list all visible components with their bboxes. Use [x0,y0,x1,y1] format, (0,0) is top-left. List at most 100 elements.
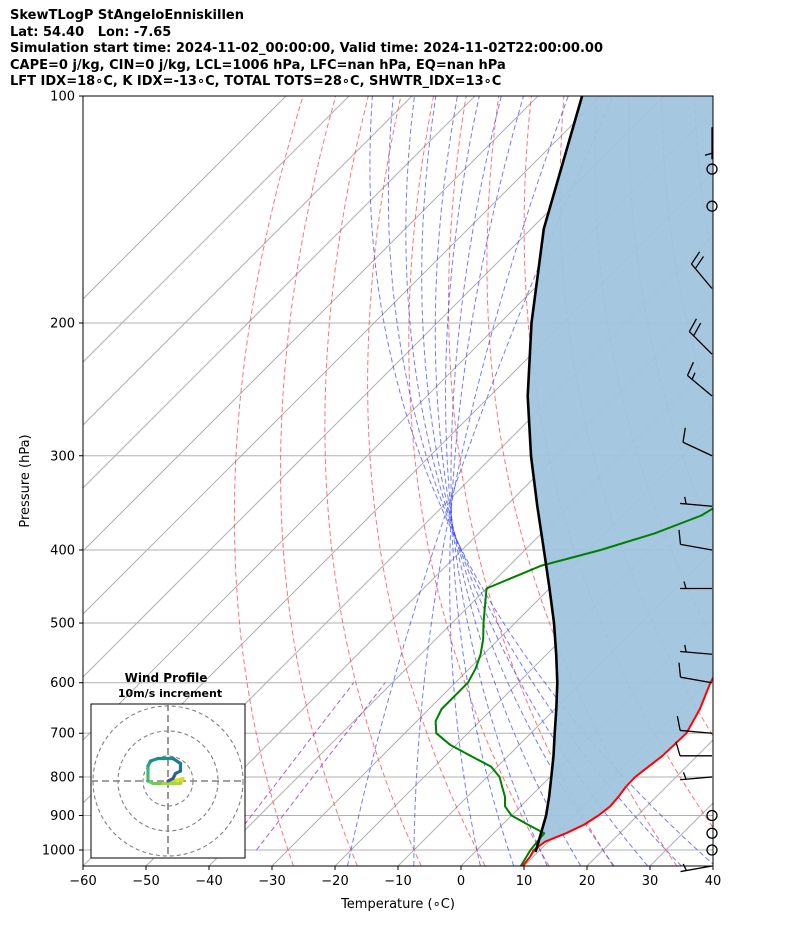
calm-wind-marker [706,827,718,839]
wind-barb-halfflag [684,644,687,653]
y-tick-label: 100 [50,90,75,105]
calm-wind-marker [706,200,718,212]
wind-barb [680,644,713,655]
moist-adiabat [413,96,569,866]
wind-barb-halfflag [683,581,687,589]
x-tick-label: −20 [321,874,348,889]
wind-barb-flag [678,529,682,545]
wind-barb-flag [693,322,702,337]
hodograph-inset: Wind Profile 10m/s increment [90,671,246,859]
calm-wind-marker [706,809,718,822]
y-tick-label: 200 [50,316,75,331]
x-tick-label: 20 [579,874,596,889]
moist-adiabat [444,96,548,866]
x-tick-label: 0 [457,874,465,889]
wind-barb-halfflag [684,496,687,505]
wind-barb [688,318,713,355]
x-tick-label: −30 [258,874,285,889]
x-tick-label: −40 [195,874,222,889]
y-tick-label: 1000 [42,844,75,859]
wind-barb-staff [680,676,713,684]
x-axis-label: Temperature (∘C) [340,897,455,912]
parcel-line [526,96,584,853]
x-tick-label: −50 [132,874,159,889]
wind-barb-halfflag [691,372,696,380]
dewpoint-line [434,507,713,866]
data-layer [434,96,713,866]
cape-line: CAPE=0 j/kg, CIN=0 j/kg, LCL=1006 hPa, L… [10,57,506,73]
chart-header: SkewTLogP StAngeloEnniskillen Lat: 54.40… [10,8,603,91]
y-tick-label: 900 [50,809,75,824]
isotherm-gridline [83,96,413,426]
isotherm-gridline [83,96,350,363]
calm-wind-marker [706,844,718,856]
wind-barb-staff [680,543,713,551]
hodograph-title: Wind Profile [125,671,208,685]
isotherm-gridline [776,96,794,866]
x-tick-label: 40 [705,874,722,889]
x-tick-label: −60 [69,874,96,889]
moist-adiabat [387,96,682,866]
wind-barb [680,863,713,873]
x-tick-label: 30 [642,874,659,889]
isotherm-gridline [83,96,287,300]
wind-barb-halfflag [682,863,687,871]
dry-adiabat [280,96,358,866]
x-tick-label: 10 [516,874,533,889]
wind-barb-staff [682,441,713,457]
temperature-line [521,676,713,866]
wind-barb [690,251,713,289]
y-tick-label: 700 [50,727,75,742]
y-axis-label: Pressure (hPa) [18,434,33,527]
x-tick-label: −10 [384,874,411,889]
moist-adiabat [434,96,582,866]
location-line: Lat: 54.40 Lon: -7.65 [10,24,172,40]
wind-barb-flag [690,251,701,265]
moist-adiabat [347,96,614,866]
wind-barb-layer [675,127,718,873]
y-tick-label: 400 [50,543,75,558]
wind-barb [675,741,712,757]
wind-barb [680,496,713,507]
wind-barb-staff [680,729,713,734]
wind-barb-flag [682,427,686,443]
isotherm-gridline [83,96,539,552]
wind-barb-halfflag [704,152,713,156]
indices-line: LFT IDX=18∘C, K IDX=-13∘C, TOTAL TOTS=28… [10,74,502,90]
mixing-ratio-line [256,682,386,851]
time-line: Simulation start time: 2024-11-02_00:00:… [10,41,603,57]
y-tick-label: 600 [50,676,75,691]
moist-adiabat [405,96,649,866]
isotherm-gridline [83,96,602,615]
y-tick-label: 300 [50,449,75,464]
isotherm-gridline [83,96,476,489]
wind-barb-flag [678,662,682,678]
dry-adiabat [233,96,304,866]
dry-adiabat [367,96,486,866]
moist-adiabat [450,96,515,866]
isotherm-gridline [334,487,713,866]
wind-barb [678,662,713,684]
wind-barb [704,127,713,160]
wind-barb [682,427,713,457]
axis-layer: −60 −50 −40 −30 −20 −10 0 10 20 30 40 100 200 300 400 5… [42,90,721,890]
wind-barb-flag [676,716,681,731]
wind-barb [686,361,713,397]
y-tick-label: 800 [50,770,75,785]
y-tick-label: 500 [50,617,75,632]
hodograph-subtitle: 10m/s increment [118,687,222,700]
wind-barb-halfflag [682,772,687,780]
wind-barb [680,581,712,590]
dry-adiabat [408,96,550,866]
wind-barb [678,529,713,551]
isotherm-gridline [712,865,713,866]
wind-barb-flag [686,361,695,376]
wind-barb-flag [675,741,681,756]
dry-adiabat [324,96,422,866]
cin-shading [522,96,713,866]
wind-barb-flag [694,256,704,269]
moist-adiabat [369,96,713,865]
wind-barb-flag [688,318,698,332]
wind-barb [676,716,713,734]
